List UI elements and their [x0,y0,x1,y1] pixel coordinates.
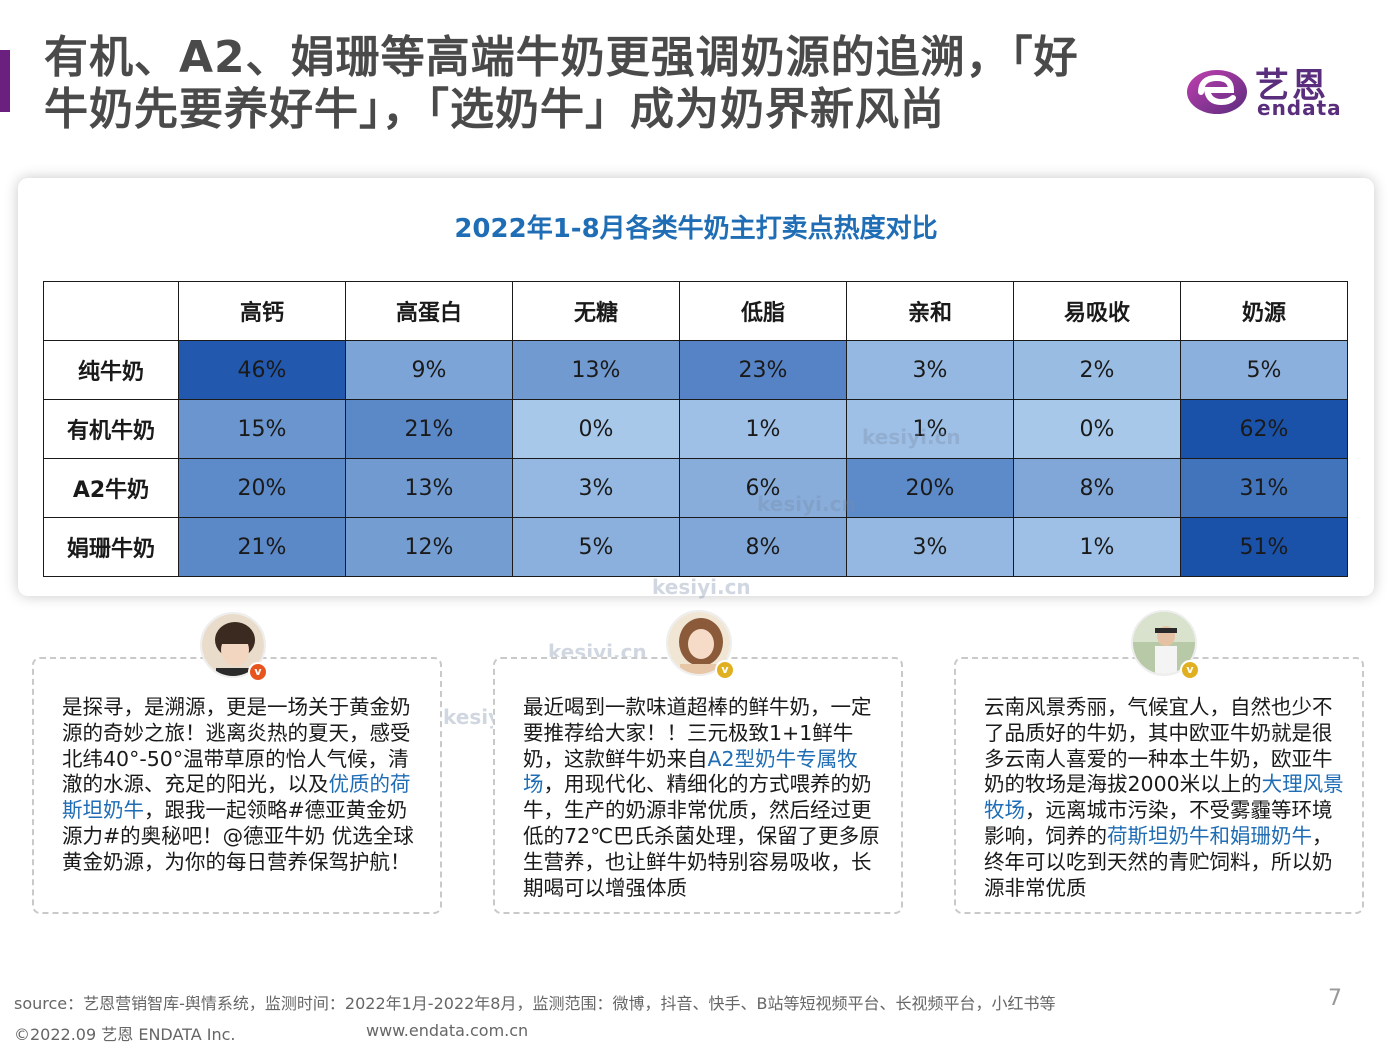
endata-logo: 艺恩 endata [1185,60,1355,130]
row-header: 娟珊牛奶 [43,517,179,577]
heatmap-cell: 23% [679,340,847,400]
header-row: 高钙 高蛋白 无糖 低脂 亲和 易吸收 奶源 [43,281,1348,341]
heatmap-cell: 1% [846,399,1014,459]
highlight: A2型奶牛专属牧场 [523,746,858,797]
heatmap-cell: 2% [1013,340,1181,400]
heatmap-cell: 9% [345,340,513,400]
row-header: 纯牛奶 [43,340,179,400]
table-row: 有机牛奶 15% 21% 0% 1% 1% 0% 62% [43,399,1348,459]
heatmap-table: 高钙 高蛋白 无糖 低脂 亲和 易吸收 奶源 纯牛奶 46% 9% 13% 23% 3% 2% 5% 有机牛… [43,281,1348,577]
column-header: 高钙 [178,281,346,341]
page-number: 7 [1328,986,1342,1011]
column-header: 奶源 [1180,281,1348,341]
highlight: 优质的荷斯坦奶牛 [62,772,411,823]
heatmap-cell: 3% [846,340,1014,400]
logo-english-text: endata [1257,96,1342,120]
heatmap-cell: 20% [846,458,1014,518]
heatmap-cell: 13% [345,458,513,518]
heatmap-cell: 20% [178,458,346,518]
quote-text-1: 是探寻，是溯源，更是一场关于黄金奶源的奇妙之旅！逃离炎热的夏天，感受北纬40°-… [62,695,414,874]
heatmap-cell: 8% [1013,458,1181,518]
copyright: ©2022.09 艺恩 ENDATA Inc. [14,1025,236,1044]
heatmap-cell: 31% [1180,458,1348,518]
heatmap-cell: 1% [679,399,847,459]
highlight: 大理风景牧场 [984,772,1344,823]
heatmap-cell: 46% [178,340,346,400]
row-header: 有机牛奶 [43,399,179,459]
quote-card-2: 最近喝到一款味道超棒的鲜牛奶，一定要推荐给大家！！三元极致1+1鲜牛奶，这款鲜牛… [493,657,903,914]
heatmap-cell: 21% [178,517,346,577]
corner-cell [43,281,179,341]
heatmap-cell: 5% [512,517,680,577]
heatmap-cell: 0% [512,399,680,459]
avatar [200,612,266,678]
title-accent-bar [0,50,10,112]
table-row: 娟珊牛奶 21% 12% 5% 8% 3% 1% 51% [43,517,1348,577]
verified-badge-icon: v [715,660,735,680]
logo-chinese-text: 艺恩 [1255,66,1329,106]
quote-text-3: 云南风景秀丽，气候宜人，自然也少不了品质好的牛奶，其中欧亚牛奶就是很多云南人喜爱… [984,695,1344,900]
heatmap-cell: 6% [679,458,847,518]
column-header: 易吸收 [1013,281,1181,341]
heatmap-cell: 13% [512,340,680,400]
heatmap-cell: 3% [512,458,680,518]
page-title: 有机、A2、娟珊等高端牛奶更强调奶源的追溯，「好 牛奶先要养好牛」，「选奶牛」成… [44,32,1164,136]
row-header: A2牛奶 [43,458,179,518]
endata-logo-icon [1187,70,1247,114]
heatmap-cell: 51% [1180,517,1348,577]
heatmap-cell: 12% [345,517,513,577]
heatmap-cell: 1% [1013,517,1181,577]
quote-text-2: 最近喝到一款味道超棒的鲜牛奶，一定要推荐给大家！！三元极致1+1鲜牛奶，这款鲜牛… [523,695,880,900]
heatmap-cell: 21% [345,399,513,459]
column-header: 亲和 [846,281,1014,341]
website-link[interactable]: www.endata.com.cn [366,1021,529,1040]
title-line-2: 牛奶先要养好牛」，「选奶牛」成为奶界新风尚 [44,84,945,135]
column-header: 低脂 [679,281,847,341]
person-avatar-icon [202,614,264,676]
heatmap-body: 纯牛奶 46% 9% 13% 23% 3% 2% 5% 有机牛奶 15% 21% 0% 1% 1% 0% 62… [43,340,1348,577]
table-row: 纯牛奶 46% 9% 13% 23% 3% 2% 5% [43,340,1348,400]
quote-card-3: 云南风景秀丽，气候宜人，自然也少不了品质好的牛奶，其中欧亚牛奶就是很多云南人喜爱… [954,657,1364,914]
highlight: 荷斯坦奶牛和娟珊奶牛 [1107,823,1312,848]
table-row: A2牛奶 20% 13% 3% 6% 20% 8% 31% [43,458,1348,518]
heatmap-cell: 15% [178,399,346,459]
column-header: 高蛋白 [345,281,513,341]
heatmap-cell: 5% [1180,340,1348,400]
heatmap-cell: 8% [679,517,847,577]
heatmap-cell: 0% [1013,399,1181,459]
source-note: source：艺恩营销智库-舆情系统，监测时间：2022年1月-2022年8月，… [14,994,1056,1013]
verified-badge-icon: v [248,662,268,682]
verified-badge-icon: v [1180,660,1200,680]
heatmap-cell: 62% [1180,399,1348,459]
quote-card-1: 是探寻，是溯源，更是一场关于黄金奶源的奇妙之旅！逃离炎热的夏天，感受北纬40°-… [32,657,442,914]
heatmap-card: 2022年1-8月各类牛奶主打卖点热度对比 高钙 高蛋白 无糖 低脂 亲和 易吸收 奶源 纯… [18,178,1374,596]
chart-title: 2022年1-8月各类牛奶主打卖点热度对比 [454,214,938,244]
heatmap-cell: 3% [846,517,1014,577]
column-header: 无糖 [512,281,680,341]
title-line-1: 有机、A2、娟珊等高端牛奶更强调奶源的追溯，「好 [44,32,1079,83]
